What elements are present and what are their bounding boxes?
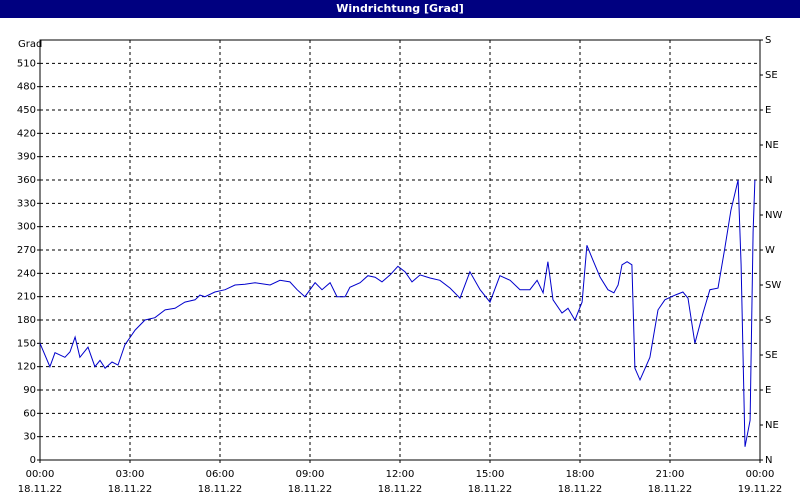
x-tick-label: 00:00 — [26, 469, 55, 480]
y-tick-label: 210 — [17, 292, 36, 303]
y-tick-label: 360 — [17, 175, 36, 186]
y-tick-label: 450 — [17, 105, 36, 116]
y2-tick-label: E — [765, 105, 771, 116]
y2-tick-label: E — [765, 385, 771, 396]
x-tick-date: 18.11.22 — [648, 484, 693, 495]
y-tick-label: 480 — [17, 82, 36, 93]
y-tick-label: 390 — [17, 152, 36, 163]
y2-tick-label: SE — [765, 350, 778, 361]
y-tick-label: 120 — [17, 362, 36, 373]
x-tick-date: 18.11.22 — [378, 484, 423, 495]
y-tick-label: 180 — [17, 315, 36, 326]
x-tick-label: 00:00 — [746, 469, 775, 480]
x-tick-label: 03:00 — [116, 469, 145, 480]
y-tick-label: 420 — [17, 128, 36, 139]
x-tick-date: 18.11.22 — [288, 484, 333, 495]
y-tick-label: 510 — [17, 58, 36, 69]
y-tick-label: 330 — [17, 198, 36, 209]
y2-tick-label: N — [765, 175, 772, 186]
x-tick-label: 09:00 — [296, 469, 325, 480]
y-tick-label: 300 — [17, 222, 36, 233]
y-tick-label: 30 — [23, 432, 36, 443]
title-bar — [0, 0, 800, 18]
chart-title: Windrichtung [Grad] — [336, 2, 464, 15]
x-tick-date: 18.11.22 — [558, 484, 603, 495]
x-tick-date: 18.11.22 — [468, 484, 513, 495]
y2-tick-label: S — [765, 35, 771, 46]
y-tick-label: 270 — [17, 245, 36, 256]
y2-tick-label: NE — [765, 420, 779, 431]
y2-tick-label: SW — [765, 280, 781, 291]
x-tick-date: 18.11.22 — [18, 484, 63, 495]
y2-tick-label: NW — [765, 210, 782, 221]
y-tick-label: 60 — [23, 408, 36, 419]
x-tick-label: 06:00 — [206, 469, 235, 480]
y2-tick-label: N — [765, 455, 772, 466]
x-tick-label: 12:00 — [386, 469, 415, 480]
x-tick-label: 21:00 — [656, 469, 685, 480]
y2-tick-label: W — [765, 245, 775, 256]
x-tick-date: 19.11.22 — [738, 484, 783, 495]
x-tick-label: 15:00 — [476, 469, 505, 480]
x-tick-label: 18:00 — [566, 469, 595, 480]
y2-tick-label: S — [765, 315, 771, 326]
y-axis-label: Grad — [18, 39, 42, 50]
data-line — [39, 179, 756, 447]
y-tick-label: 240 — [17, 268, 36, 279]
y2-tick-label: NE — [765, 140, 779, 151]
y-tick-label: 90 — [23, 385, 36, 396]
x-tick-date: 18.11.22 — [108, 484, 153, 495]
y2-tick-label: SE — [765, 70, 778, 81]
y-tick-label: 0 — [30, 455, 36, 466]
x-tick-date: 18.11.22 — [198, 484, 243, 495]
y-tick-label: 150 — [17, 338, 36, 349]
